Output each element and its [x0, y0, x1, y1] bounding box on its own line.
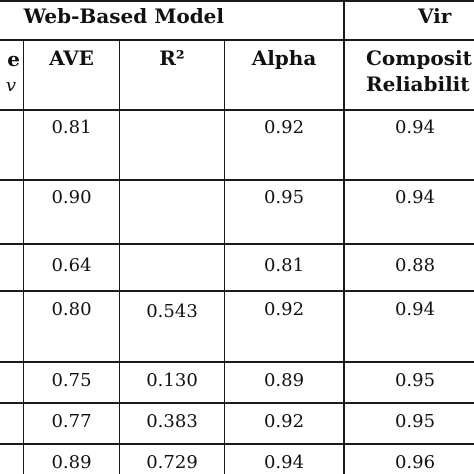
column-header-composite: Reliabilit	[366, 72, 470, 96]
column-header-alpha: Alpha	[251, 46, 317, 70]
table-cell-composite: 0.96	[394, 452, 436, 473]
column-header-partial: v	[5, 75, 16, 96]
row-divider	[0, 179, 474, 181]
column-divider	[23, 40, 24, 474]
column-divider	[224, 40, 225, 474]
table-cell-composite: 0.95	[394, 370, 436, 391]
row-divider	[0, 443, 474, 445]
table-cell-alpha: 0.89	[263, 370, 305, 391]
row-divider	[0, 402, 474, 404]
table-cell-alpha: 0.94	[263, 452, 305, 473]
table-cell-alpha: 0.95	[263, 187, 305, 208]
column-header-r2: R²	[159, 46, 185, 70]
table-top-border	[0, 0, 474, 2]
table-cell-composite: 0.94	[394, 299, 436, 320]
row-divider	[0, 243, 474, 245]
table-cell-composite: 0.88	[394, 255, 436, 276]
table-cell-ave: 0.81	[51, 117, 92, 138]
table-cell-ave: 0.80	[51, 299, 92, 320]
table-cell-ave: 0.89	[51, 452, 92, 473]
table-cell-alpha: 0.92	[263, 117, 305, 138]
column-header-ave: AVE	[49, 46, 94, 70]
group-header-divider	[0, 39, 474, 41]
table-cell-composite: 0.95	[394, 411, 436, 432]
column-divider	[119, 40, 120, 474]
table-cell-r2: 0.383	[146, 411, 198, 432]
table-cell-r2: 0.729	[146, 452, 198, 473]
table-cell-r2: 0.543	[146, 301, 198, 322]
row-divider	[0, 361, 474, 363]
column-header-divider	[0, 109, 474, 111]
table-cell-alpha: 0.92	[263, 411, 305, 432]
table-cell-ave: 0.64	[51, 255, 92, 276]
table-cell-ave: 0.77	[51, 411, 92, 432]
group-header-virtual: Vir	[418, 4, 452, 28]
table-cell-r2: 0.130	[146, 370, 198, 391]
table-cell-composite: 0.94	[394, 187, 436, 208]
row-divider	[0, 290, 474, 292]
table-cell-composite: 0.94	[394, 117, 436, 138]
column-header-partial: e	[7, 47, 20, 71]
table-cell-ave: 0.75	[51, 370, 92, 391]
column-header-composite: Composit	[366, 46, 472, 70]
table-cell-alpha: 0.92	[263, 299, 305, 320]
table-cell-ave: 0.90	[51, 187, 92, 208]
table-cell-alpha: 0.81	[263, 255, 305, 276]
group-header-web-based-model: Web-Based Model	[23, 4, 224, 28]
group-divider	[343, 0, 345, 474]
